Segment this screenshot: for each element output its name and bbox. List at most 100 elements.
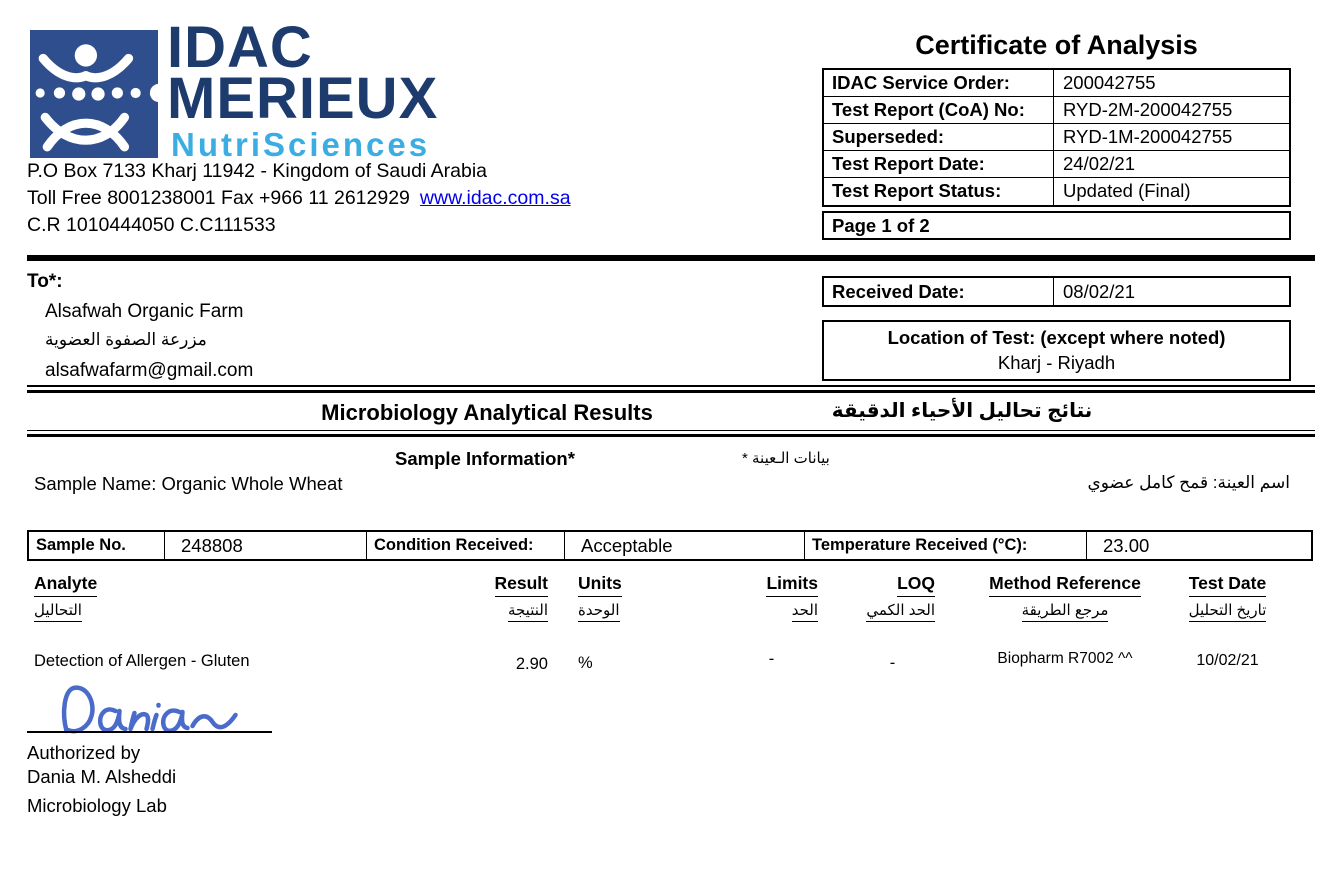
received-date-table: Received Date: 08/02/21 xyxy=(822,276,1291,307)
temperature-received-value: 23.00 xyxy=(1103,535,1150,556)
logo-wordmark: IDAC MERIEUX NutriSciences xyxy=(167,15,439,163)
rule-line xyxy=(27,434,1315,437)
sample-information-heading-arabic: بيانات الـعينة * xyxy=(742,450,830,467)
sample-name-arabic: اسم العينة: قمح كامل عضوي xyxy=(1087,473,1290,492)
recipient-label: To*: xyxy=(27,271,63,292)
temperature-received-label: Temperature Received (°C): xyxy=(805,532,1087,559)
column-header-label-arabic: الوحدة xyxy=(578,601,620,622)
result-loq: - xyxy=(889,654,896,672)
superseded-label: Superseded: xyxy=(824,124,1054,150)
certificate-title: Certificate of Analysis xyxy=(915,30,1198,60)
section-divider xyxy=(27,255,1315,261)
results-table-header: Analyte Result Units Limits LOQ Method R… xyxy=(0,573,1342,628)
result-value: 2.90 xyxy=(515,655,548,673)
signature-line xyxy=(27,731,272,733)
test-location-label: Location of Test: (except where noted) xyxy=(887,327,1226,348)
result-test-date: 10/02/21 xyxy=(1196,652,1259,669)
rule-line xyxy=(27,389,1315,393)
recipient-email: alsafwafarm@gmail.com xyxy=(45,360,254,381)
column-header-label: LOQ xyxy=(897,573,935,597)
result-limits: - xyxy=(768,650,775,668)
column-header-label-arabic: النتيجة xyxy=(507,601,548,622)
received-date-value: 08/02/21 xyxy=(1063,281,1136,302)
report-date-value: 24/02/21 xyxy=(1063,153,1136,174)
column-header-label: Method Reference xyxy=(989,573,1141,597)
table-row: Superseded: RYD-1M-200042755 xyxy=(824,124,1289,151)
column-header-units: Units xyxy=(578,573,648,597)
condition-received-value: Acceptable xyxy=(565,532,805,559)
column-header-label: Analyte xyxy=(34,573,98,597)
sample-information-heading: Sample Information* xyxy=(395,448,575,469)
report-no-label: Test Report (CoA) No: xyxy=(824,97,1054,123)
idac-logo-icon xyxy=(30,30,158,158)
service-order-value: 200042755 xyxy=(1063,72,1156,93)
column-header-label: Test Date xyxy=(1188,573,1267,597)
result-analyte: Detection of Allergen - Gluten xyxy=(34,652,250,670)
results-table-row: Detection of Allergen - Gluten 2.90 % - … xyxy=(0,650,1342,678)
section-title-english: Microbiology Analytical Results xyxy=(321,399,653,425)
table-row: IDAC Service Order: 200042755 xyxy=(824,70,1289,97)
sample-information-heading-row: Sample Information* بيانات الـعينة * xyxy=(0,448,1342,472)
company-phone-fax: Toll Free 8001238001 Fax +966 11 2612929 xyxy=(27,187,410,209)
logo-word-idac: IDAC xyxy=(167,15,313,80)
table-row: Test Report Status: Updated (Final) xyxy=(824,178,1289,205)
sample-summary-table: Sample No. 248808 Condition Received: Ac… xyxy=(27,530,1313,561)
report-status-label: Test Report Status: xyxy=(824,178,1054,205)
column-header-method-reference: Method Reference xyxy=(985,573,1145,597)
recipient-block: To*: Alsafwah Organic Farm مزرعة الصفوة … xyxy=(27,271,253,382)
column-header-label: Units xyxy=(578,573,622,597)
company-address-line: P.O Box 7133 Kharj 11942 - Kingdom of Sa… xyxy=(27,160,488,182)
report-no-value: RYD-2M-200042755 xyxy=(1063,99,1233,120)
column-header-loq: LOQ xyxy=(840,573,935,597)
company-registration-line: C.R 1010444050 C.C111533 xyxy=(27,214,276,236)
service-order-label: IDAC Service Order: xyxy=(824,70,1054,96)
column-header-label-arabic: التحاليل xyxy=(34,601,82,622)
superseded-value: RYD-1M-200042755 xyxy=(1063,126,1233,147)
company-address-block: P.O Box 7133 Kharj 11942 - Kingdom of Sa… xyxy=(27,158,571,239)
logo-word-merieux: MERIEUX xyxy=(167,66,439,131)
received-date-label: Received Date: xyxy=(824,278,1054,305)
result-method-reference: Biopharm R7002 ^^ xyxy=(997,650,1133,667)
column-header-loq-arabic: الحد الكمي xyxy=(840,601,935,622)
column-header-label-arabic: الحد xyxy=(791,601,818,622)
recipient-name-arabic: مزرعة الصفوة العضوية xyxy=(45,330,207,349)
logo-word-nutrisciences: NutriSciences xyxy=(171,126,431,163)
company-website-link[interactable]: www.idac.com.sa xyxy=(419,187,571,209)
result-units: % xyxy=(578,654,593,672)
sample-no-value: 248808 xyxy=(165,532,367,559)
section-title-arabic: نتائج تحاليل الأحياء الدقيقة xyxy=(831,399,1093,422)
column-header-label: Result xyxy=(494,573,548,597)
sample-no-label: Sample No. xyxy=(29,532,165,559)
column-header-test-date-arabic: تاريخ التحليل xyxy=(1180,601,1275,622)
section-header-content: Microbiology Analytical Results نتائج تح… xyxy=(27,393,1315,430)
column-header-label-arabic: مرجع الطريقة xyxy=(1021,601,1109,622)
section-header-band: Microbiology Analytical Results نتائج تح… xyxy=(27,385,1315,437)
test-location-value: Kharj - Riyadh xyxy=(997,352,1116,373)
authorized-by-name: Dania M. Alsheddi xyxy=(27,766,177,787)
authorized-by-label: Authorized by xyxy=(27,742,141,763)
sample-name-row: Sample Name: Organic Whole Wheat اسم الع… xyxy=(0,473,1342,497)
column-header-analyte: Analyte xyxy=(34,573,254,597)
column-header-limits-arabic: الحد xyxy=(725,601,818,622)
table-row: Test Report Date: 24/02/21 xyxy=(824,151,1289,178)
condition-received-label: Condition Received: xyxy=(367,532,565,559)
column-header-analyte-arabic: التحاليل xyxy=(34,601,254,622)
rule-line xyxy=(27,429,1315,431)
sample-name: Sample Name: Organic Whole Wheat xyxy=(34,473,343,494)
rule-line xyxy=(27,385,1315,387)
column-header-label-arabic: الحد الكمي xyxy=(866,601,935,622)
report-date-label: Test Report Date: xyxy=(824,151,1054,177)
company-contact-line: Toll Free 8001238001 Fax +966 11 2612929… xyxy=(27,185,571,212)
recipient-name: Alsafwah Organic Farm xyxy=(45,301,244,322)
column-header-method-arabic: مرجع الطريقة xyxy=(985,601,1145,622)
report-status-value: Updated (Final) xyxy=(1063,180,1191,201)
authorized-by-department: Microbiology Lab xyxy=(27,795,167,816)
signature-handwriting xyxy=(61,685,238,734)
page-number-box: Page 1 of 2 xyxy=(822,211,1291,240)
column-header-units-arabic: الوحدة xyxy=(578,601,648,622)
column-header-result-arabic: النتيجة xyxy=(448,601,548,622)
column-header-label: Limits xyxy=(766,573,818,597)
table-row: Test Report (CoA) No: RYD-2M-200042755 xyxy=(824,97,1289,124)
certificate-info-table: IDAC Service Order: 200042755 Test Repor… xyxy=(822,68,1291,207)
